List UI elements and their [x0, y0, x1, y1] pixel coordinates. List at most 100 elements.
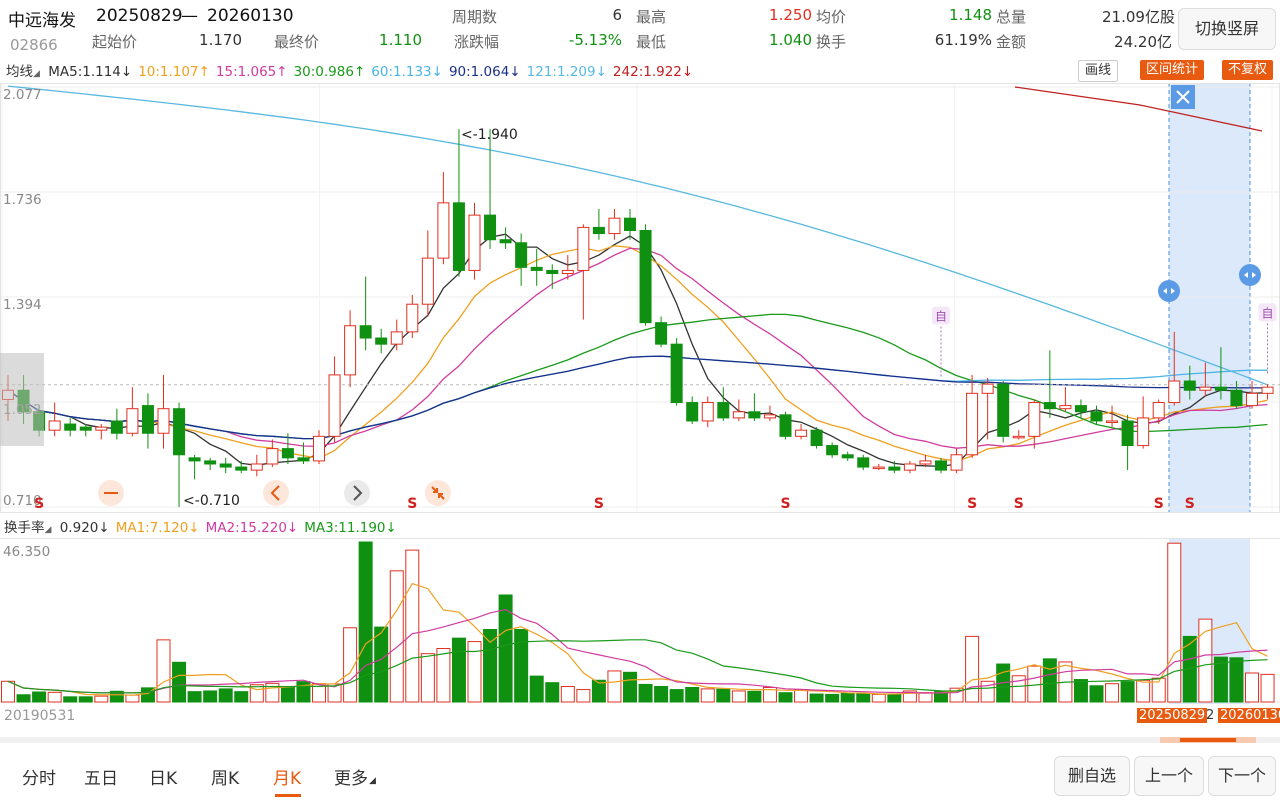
turnover-bar [918, 692, 933, 703]
remove-watchlist-button[interactable]: 删自选 [1054, 756, 1130, 796]
candle [919, 454, 932, 468]
turnover-bar [78, 696, 93, 703]
turnover-bar [436, 647, 451, 703]
tab-0[interactable]: 分时 [22, 769, 56, 789]
turnover-bar [389, 570, 404, 703]
selection-handle-bg [1239, 264, 1261, 286]
close-selection-icon[interactable] [1171, 85, 1195, 109]
candle [639, 224, 652, 326]
kline-chart[interactable]: 2.0771.7361.3941.0520.710<-1.940<-0.710S… [0, 83, 1280, 513]
draw-line-button[interactable]: 画线 [1078, 60, 1119, 82]
selection-handle-icon[interactable] [1158, 280, 1180, 302]
candle [64, 417, 77, 437]
turnover-bar [545, 682, 560, 703]
turnover-bar [1260, 673, 1275, 703]
stock-code: 02866 [10, 36, 58, 54]
tab-2[interactable]: 日K [149, 769, 178, 789]
candle [686, 396, 699, 425]
tab-1[interactable]: 五日 [84, 769, 118, 789]
stat-value: 21.09亿股 [1102, 8, 1175, 26]
candle-body [1137, 417, 1150, 447]
candle [763, 405, 776, 421]
switch-portrait-button[interactable]: 切换竖屏 [1178, 8, 1276, 50]
range-sep: — [181, 6, 198, 26]
turnover-bar [63, 696, 78, 703]
candle [1261, 384, 1274, 400]
turnover-bar [654, 685, 669, 703]
selection-region [1169, 83, 1250, 513]
candle [515, 233, 528, 286]
candle [577, 224, 590, 320]
ma-legend: 均线◢ MA5:1.114↓ 10:1.107↑ 15:1.065↑ 30:0.986… [0, 60, 699, 82]
candle-body [966, 392, 979, 456]
candle-body [624, 217, 636, 231]
candle [1199, 362, 1212, 397]
candle [592, 208, 605, 240]
self-marker-text: 自 [935, 310, 947, 324]
previous-stock-button[interactable]: 上一个 [1134, 756, 1204, 796]
turnover-bar [420, 653, 435, 703]
candle [888, 460, 901, 474]
shrink-icon[interactable] [425, 480, 451, 506]
stock-name: 中远海发 [8, 11, 76, 31]
candle-body [872, 466, 885, 470]
candle-body [499, 239, 512, 244]
chevron-left-icon[interactable] [263, 480, 289, 506]
s-signal: S [1185, 496, 1195, 512]
range-stat-button[interactable]: 区间统计 [1140, 60, 1205, 80]
selection-handle-icon[interactable] [1239, 264, 1261, 286]
turnover-ma-item: MA1:7.120↓ [115, 520, 200, 536]
candle-body [577, 226, 590, 271]
turnover-bar [856, 693, 871, 703]
s-signal: S [967, 496, 977, 512]
chart-scrollbar[interactable] [0, 737, 1280, 743]
turnover-bar [591, 679, 606, 703]
tab-3[interactable]: 周K [211, 769, 240, 789]
chevron-right-icon[interactable] [344, 480, 370, 506]
candle [670, 338, 683, 406]
ma5-line [7, 233, 1268, 468]
turnover-chart[interactable]: 46.350 [0, 538, 1280, 704]
candle [79, 424, 92, 437]
candle-body [981, 383, 994, 394]
period-tab-bar: 分时 五日 日K 周K 月K 更多 ◢ [0, 752, 1280, 800]
candle [421, 230, 434, 317]
turnover-bar [234, 691, 249, 703]
turnover-bar [1213, 656, 1228, 703]
turnover-ma-item: 0.920↓ [59, 520, 110, 536]
candle-body [250, 463, 263, 471]
scrollbar-thumb[interactable] [1160, 737, 1256, 743]
candle-body [608, 217, 621, 235]
candle-body [64, 423, 77, 431]
selection-end-date: 20260130 [1218, 708, 1280, 723]
candle-body [204, 460, 217, 465]
stat-value: 6 [612, 6, 622, 24]
turnover-bar [1011, 675, 1026, 703]
no-adjust-button[interactable]: 不复权 [1222, 60, 1274, 80]
s-signal: S [781, 496, 791, 512]
candle-body [344, 325, 357, 376]
tab-4[interactable]: 月K [273, 769, 302, 789]
candle [157, 374, 170, 449]
turnover-bar [172, 661, 187, 703]
active-tab-underline [275, 794, 301, 797]
candle-body [903, 463, 916, 471]
ma-type-selector[interactable]: 均线◢ [6, 64, 40, 80]
stat-value: 1.170 [199, 31, 242, 49]
ma242-line [1014, 86, 1263, 132]
candle-body [375, 337, 388, 345]
turnover-bar [1, 680, 15, 703]
turnover-type-selector[interactable]: 换手率◢ [4, 520, 52, 536]
candle [608, 208, 621, 240]
turnover-bar [358, 541, 373, 703]
candle-body [748, 411, 761, 419]
minus-icon[interactable] [98, 480, 124, 506]
next-stock-button[interactable]: 下一个 [1208, 756, 1276, 796]
tab-5[interactable]: 更多 [334, 769, 368, 789]
turnover-bar [1198, 618, 1213, 703]
candle [561, 255, 574, 280]
turnover-bar [731, 690, 746, 703]
candle-body [919, 460, 932, 465]
candle-body [468, 214, 481, 271]
stat-label: 起始价 [92, 33, 138, 51]
